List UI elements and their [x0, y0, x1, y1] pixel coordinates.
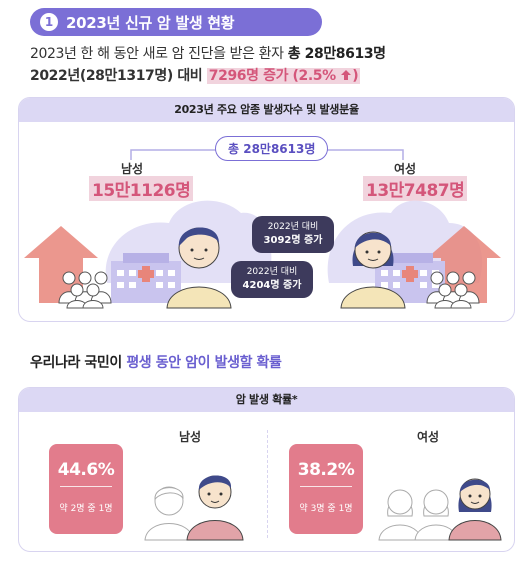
male-change-bubble: 2022년 대비 4204명 증가: [231, 261, 313, 298]
section-title-pill: 1 2023년 신규 암 발생 현황: [30, 8, 322, 36]
probability-card: 암 발생 확률* 남성 44.6% 약 2명 중 1명 여성 38.2% 약 3…: [18, 387, 515, 552]
male-prob-label: 남성: [179, 430, 202, 444]
male-count: 15만1126명: [89, 176, 194, 201]
female-prob-box: 38.2% 약 3명 중 1명: [289, 444, 363, 534]
female-change-bubble: 2022년 대비 3092명 증가: [252, 216, 334, 253]
intro-line-1: 2023년 한 해 동안 새로 암 진단을 받은 환자 총 28만8613명: [30, 43, 386, 65]
female-prob-label: 여성: [417, 430, 440, 444]
lifetime-risk-heading-accent: 평생 동안 암이 발생할 확률: [126, 355, 282, 371]
male-prob-box: 44.6% 약 2명 중 1명: [49, 444, 123, 534]
male-bubble-caption: 2022년 대비: [246, 267, 298, 277]
male-bubble-value: 4204명 증가: [242, 280, 302, 291]
male-prob-ratio: 약 2명 중 1명: [59, 504, 113, 514]
female-prob-divider: [300, 486, 352, 487]
up-arrow-icon: [341, 70, 352, 80]
section-number-badge: 1: [40, 13, 58, 31]
card-divider: [267, 430, 268, 538]
incidence-card: 2023년 주요 암종 발생자수 및 발생분율 총 28만8613명 남성 15…: [18, 97, 515, 322]
intro-increase-value: 7296명 증가: [208, 68, 289, 84]
female-prob-ratio: 약 3명 중 1명: [299, 504, 353, 514]
male-prob-percent: 44.6%: [57, 460, 115, 480]
intro-increase: 7296명 증가 (2.5% ): [206, 68, 361, 84]
incidence-card-header: 2023년 주요 암종 발생자수 및 발생분율: [19, 98, 514, 122]
male-pair-illustration: [144, 475, 244, 541]
total-count-pill: 총 28만8613명: [215, 136, 329, 161]
section-title: 2023년 신규 암 발생 현황: [66, 13, 235, 32]
male-prob-divider: [60, 486, 112, 487]
probability-card-header: 암 발생 확률*: [19, 388, 514, 412]
intro-text: 2023년 한 해 동안 새로 암 진단을 받은 환자 총 28만8613명 2…: [30, 43, 386, 87]
intro-total: 총 28만8613명: [287, 46, 386, 62]
female-bubble-value: 3092명 증가: [263, 235, 323, 246]
male-label: 남성: [121, 162, 144, 176]
intro-line-1-text: 2023년 한 해 동안 새로 암 진단을 받은 환자: [30, 46, 288, 62]
female-trio-illustration: [378, 478, 502, 541]
female-label: 여성: [394, 162, 417, 176]
intro-increase-pct: (2.5%: [292, 68, 337, 84]
female-prob-percent: 38.2%: [297, 460, 355, 480]
lifetime-risk-heading-prefix: 우리나라 국민이: [30, 355, 127, 371]
female-bubble-caption: 2022년 대비: [267, 222, 319, 232]
female-count: 13만7487명: [363, 176, 468, 201]
lifetime-risk-heading: 우리나라 국민이 평생 동안 암이 발생할 확률: [30, 352, 282, 372]
male-illustration: [24, 200, 272, 309]
female-illustration: [327, 200, 501, 309]
intro-line-2: 2022년(28만1317명) 대비 7296명 증가 (2.5% ): [30, 65, 386, 87]
intro-line-2-text: 2022년(28만1317명) 대비: [30, 68, 207, 84]
